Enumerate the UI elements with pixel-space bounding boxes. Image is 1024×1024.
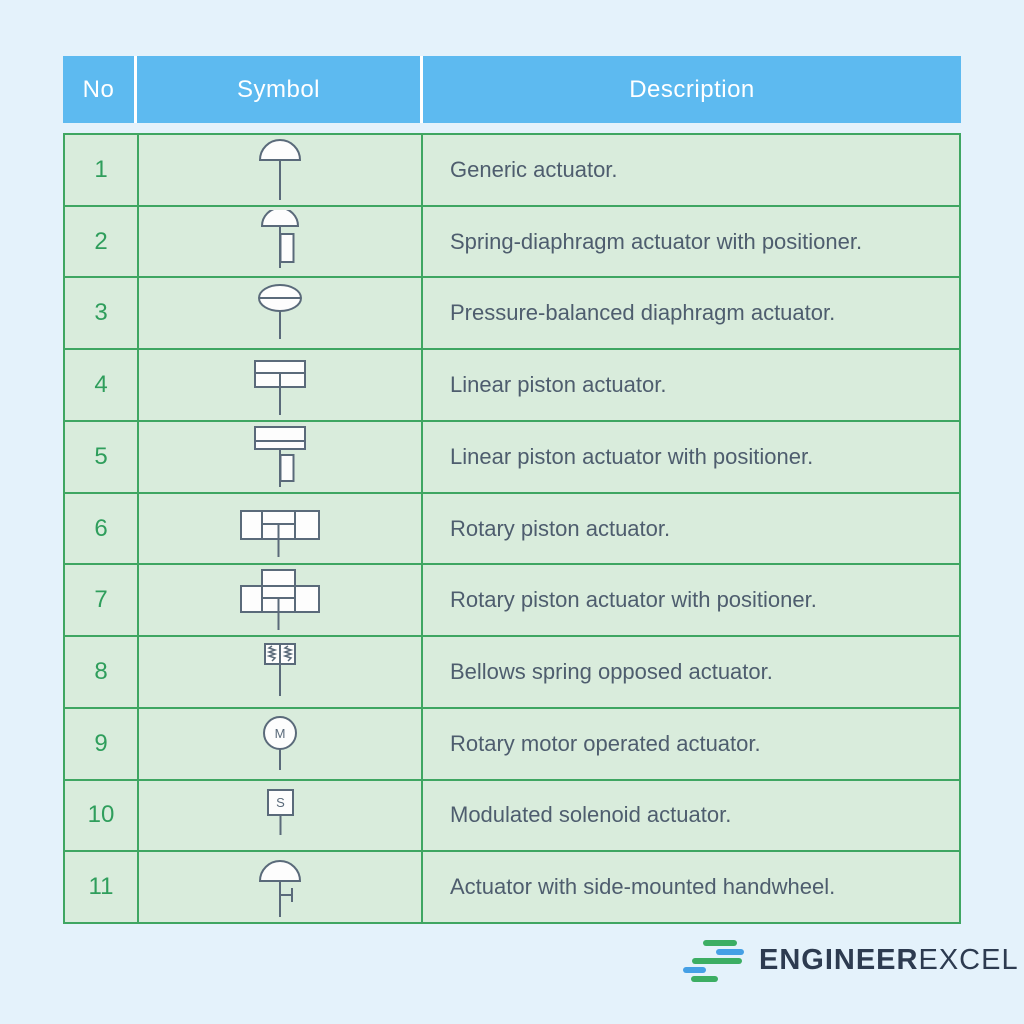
- row-number: 6: [65, 493, 139, 564]
- table-row: 8 Bellows spring opposed actuator.: [65, 637, 959, 709]
- rotary-motor-symbol: M: [225, 712, 335, 776]
- table-row: 2 Spring-diaphragm actuator with positio…: [65, 206, 959, 279]
- description-cell: Spring-diaphragm actuator with positione…: [450, 228, 863, 254]
- logo-bar-green-3: [691, 976, 718, 982]
- row-number: 5: [65, 421, 139, 492]
- header-cell-symbol: Symbol: [137, 56, 423, 123]
- description-cell: Pressure-balanced diaphragm actuator.: [450, 300, 836, 326]
- rotary-piston-symbol: [225, 497, 335, 561]
- table-row: 4 Linear piston actuator.: [65, 350, 959, 422]
- description-cell: Linear piston actuator with positioner.: [450, 443, 814, 469]
- bellows-spring-opposed-symbol: [225, 640, 335, 704]
- actuator-symbols-table: No Symbol Description 1 Generic actuator…: [63, 56, 961, 924]
- side-mounted-handwheel-symbol: [225, 855, 335, 919]
- row-number: 1: [65, 135, 139, 205]
- header-cell-description: Description: [423, 56, 961, 123]
- pressure-balanced-diaphragm-symbol: [225, 281, 335, 345]
- row-number: 8: [65, 637, 139, 707]
- modulated-solenoid-symbol: S: [225, 783, 335, 847]
- table-row: 5 Linear piston actuator with positioner…: [65, 421, 959, 494]
- symbol-cell: [139, 493, 423, 564]
- row-number: 11: [65, 852, 139, 923]
- header-cell-no: No: [63, 56, 137, 123]
- row-number: 7: [65, 565, 139, 636]
- linear-piston-symbol: [225, 353, 335, 417]
- row-number: 3: [65, 278, 139, 349]
- header-label-symbol: Symbol: [236, 75, 321, 103]
- table-row: 10 S Modulated solenoid actuator.: [65, 780, 959, 853]
- table-row: 9 M Rotary motor operated actuator.: [65, 708, 959, 781]
- table-row: 1 Generic actuator.: [65, 135, 959, 207]
- logo-bar-blue-2: [683, 967, 706, 973]
- table-header-row: No Symbol Description: [63, 56, 961, 123]
- symbol-cell: [139, 852, 423, 923]
- description-cell: Bellows spring opposed actuator.: [450, 659, 773, 684]
- engineerexcel-bars-icon: [683, 938, 749, 982]
- table-row: 11 Actuator with side-mounted handwheel.: [65, 852, 959, 923]
- rotary-piston-positioner-symbol: [225, 568, 335, 632]
- description-cell: Actuator with side-mounted handwheel.: [450, 874, 836, 900]
- symbol-cell: [139, 350, 423, 420]
- description-cell: Modulated solenoid actuator.: [450, 802, 732, 828]
- symbol-cell: [139, 421, 423, 492]
- engineerexcel-logo: ENGINEEREXCEL: [683, 938, 1019, 982]
- header-label-no: No: [82, 75, 115, 103]
- solenoid-letter: S: [276, 795, 285, 810]
- logo-text-engineer: ENGINEER: [759, 943, 919, 976]
- symbol-cell: S: [139, 780, 423, 851]
- description-cell: Linear piston actuator.: [450, 372, 667, 398]
- description-cell: Rotary piston actuator.: [450, 515, 671, 541]
- row-number: 9: [65, 708, 139, 779]
- header-label-description: Description: [629, 75, 755, 103]
- table-row: 7 Rotary piston actuator with positioner…: [65, 565, 959, 638]
- logo-wordmark: ENGINEEREXCEL: [759, 944, 1019, 977]
- logo-text-excel: EXCEL: [918, 943, 1019, 976]
- logo-bar-blue-1: [716, 949, 744, 955]
- symbol-cell: [139, 206, 423, 277]
- symbol-cell: [139, 135, 423, 205]
- generic-actuator-symbol: [225, 138, 335, 202]
- symbol-cell: M: [139, 708, 423, 779]
- row-number: 2: [65, 206, 139, 277]
- logo-bar-green-2: [692, 958, 742, 964]
- table-row: 3 Pressure-balanced diaphragm actuator.: [65, 278, 959, 351]
- description-cell: Generic actuator.: [450, 156, 618, 182]
- symbol-cell: [139, 278, 423, 349]
- row-number: 10: [65, 780, 139, 851]
- motor-letter: M: [275, 726, 286, 741]
- row-number: 4: [65, 350, 139, 420]
- symbol-cell: [139, 637, 423, 707]
- table-body: 1 Generic actuator. 2 Spring-diaphragm a…: [63, 133, 961, 924]
- linear-piston-positioner-symbol: [225, 425, 335, 489]
- logo-bar-green-1: [703, 940, 737, 946]
- table-row: 6 Rotary piston actuator.: [65, 493, 959, 566]
- symbol-cell: [139, 565, 423, 636]
- spring-diaphragm-positioner-symbol: [225, 209, 335, 274]
- description-cell: Rotary motor operated actuator.: [450, 730, 761, 756]
- description-cell: Rotary piston actuator with positioner.: [450, 587, 817, 613]
